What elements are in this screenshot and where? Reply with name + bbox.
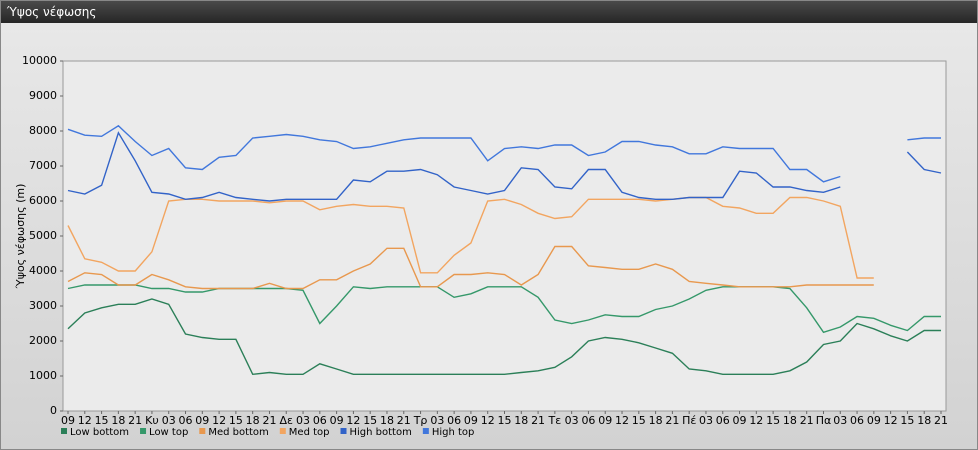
x-tick-label: Τε — [548, 414, 562, 427]
x-tick-label: 15 — [498, 414, 512, 427]
y-tick-label: 3000 — [29, 299, 57, 312]
legend-label: High top — [432, 427, 475, 438]
legend-label: High bottom — [350, 427, 412, 438]
y-tick-label: 4000 — [29, 264, 57, 277]
x-tick-label: 18 — [649, 414, 663, 427]
y-tick-label: 2000 — [29, 334, 57, 347]
x-tick-label: 21 — [128, 414, 142, 427]
x-tick-label: 03 — [699, 414, 713, 427]
y-tick-label: 1000 — [29, 369, 57, 382]
y-tick-label: 0 — [50, 404, 57, 417]
x-tick-label: 15 — [900, 414, 914, 427]
x-tick-label: 09 — [733, 414, 747, 427]
series-line — [67, 245, 874, 290]
x-tick-label: Πα — [816, 414, 832, 427]
x-tick-label: 18 — [111, 414, 125, 427]
x-tick-label: Πέ — [682, 414, 696, 427]
x-tick-label: Κυ — [145, 414, 159, 427]
x-tick-label: 15 — [229, 414, 243, 427]
x-tick-label: 06 — [313, 414, 327, 427]
x-tick-label: 21 — [800, 414, 814, 427]
y-tick-label: 10000 — [22, 54, 57, 67]
x-tick-label: 21 — [531, 414, 545, 427]
x-tick-label: 18 — [514, 414, 528, 427]
x-tick-label: 06 — [581, 414, 595, 427]
legend-marker — [340, 428, 347, 434]
x-tick-label: 15 — [95, 414, 109, 427]
x-tick-label: 12 — [481, 414, 495, 427]
legend-label: Med top — [289, 427, 330, 438]
x-tick-label: 12 — [346, 414, 360, 427]
x-tick-label: 09 — [330, 414, 344, 427]
x-tick-label: 03 — [833, 414, 847, 427]
legend-marker — [279, 428, 286, 434]
x-tick-label: 09 — [61, 414, 75, 427]
x-tick-label: 06 — [716, 414, 730, 427]
x-tick-label: 09 — [598, 414, 612, 427]
legend-label: Med bottom — [208, 427, 268, 438]
x-tick-label: 21 — [934, 414, 948, 427]
series-line — [67, 131, 942, 202]
x-tick-label: Δε — [280, 414, 294, 427]
x-tick-label: 18 — [246, 414, 260, 427]
x-tick-label: 06 — [850, 414, 864, 427]
y-tick-label: 5000 — [29, 229, 57, 242]
x-tick-label: 21 — [665, 414, 679, 427]
x-tick-label: 06 — [447, 414, 461, 427]
y-tick-label: 7000 — [29, 159, 57, 172]
x-tick-label: 15 — [363, 414, 377, 427]
y-tick-label: 9000 — [29, 89, 57, 102]
x-tick-label: 15 — [632, 414, 646, 427]
x-tick-label: 21 — [262, 414, 276, 427]
legend-marker — [199, 428, 206, 434]
x-tick-label: 18 — [380, 414, 394, 427]
window-title: Ύψος νέφωσης — [1, 1, 977, 23]
x-tick-label: 18 — [917, 414, 931, 427]
chart: Ύψος νέφωσης (m) 0 1000 2000 3000 4000 5000 60… — [14, 54, 948, 438]
y-tick-label: 6000 — [29, 194, 57, 207]
y-axis-label: Ύψος νέφωσης (m) — [14, 184, 27, 290]
series-line — [67, 196, 874, 279]
x-tick-label: 09 — [464, 414, 478, 427]
legend-label: Low top — [149, 427, 188, 438]
x-tick-label: 06 — [179, 414, 193, 427]
x-tick-label: 03 — [162, 414, 176, 427]
x-tick-label: 12 — [212, 414, 226, 427]
y-tick-label: 8000 — [29, 124, 57, 137]
x-tick-label: 18 — [783, 414, 797, 427]
x-tick-label: 12 — [884, 414, 898, 427]
x-tick-label: 12 — [78, 414, 92, 427]
x-tick-label: 12 — [615, 414, 629, 427]
x-tick-label: Τρ — [413, 414, 428, 427]
x-tick-label: 03 — [430, 414, 444, 427]
x-tick-label: 15 — [766, 414, 780, 427]
x-tick-label: 21 — [397, 414, 411, 427]
series-line — [67, 298, 941, 376]
series-line — [67, 124, 941, 183]
x-tick-label: 12 — [749, 414, 763, 427]
legend-label: Low bottom — [70, 427, 129, 438]
x-tick-label: 03 — [565, 414, 579, 427]
series-line — [67, 284, 941, 334]
legend-marker — [140, 428, 147, 434]
x-tick-label: 03 — [296, 414, 310, 427]
x-tick-label: 09 — [867, 414, 881, 427]
legend-marker — [61, 428, 67, 434]
legend-marker — [422, 428, 429, 434]
plot-area — [62, 60, 947, 412]
x-tick-label: 09 — [195, 414, 209, 427]
